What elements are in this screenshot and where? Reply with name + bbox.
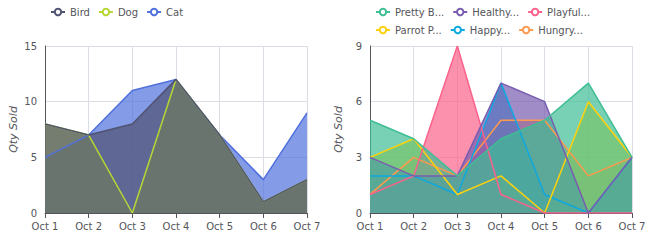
svg-text:Oct 1: Oct 1: [357, 221, 384, 232]
svg-text:Pretty B...: Pretty B...: [395, 7, 444, 18]
svg-text:15: 15: [24, 41, 37, 52]
svg-text:Happy...: Happy...: [470, 25, 510, 36]
svg-text:Oct 7: Oct 7: [619, 221, 646, 232]
svg-text:Qty Sold: Qty Sold: [332, 105, 345, 153]
svg-text:Oct 6: Oct 6: [575, 221, 602, 232]
svg-text:Oct 5: Oct 5: [206, 221, 233, 232]
svg-text:Oct 6: Oct 6: [250, 221, 277, 232]
svg-text:Oct 4: Oct 4: [163, 221, 190, 232]
svg-text:10: 10: [24, 96, 37, 107]
svg-text:0: 0: [31, 208, 37, 219]
svg-text:Oct 1: Oct 1: [32, 221, 59, 232]
svg-text:Oct 4: Oct 4: [488, 221, 515, 232]
svg-text:0: 0: [356, 208, 362, 219]
svg-text:Parrot P...: Parrot P...: [395, 25, 442, 36]
svg-text:Dog: Dog: [118, 7, 138, 18]
svg-text:Healthy...: Healthy...: [472, 7, 519, 18]
svg-text:Cat: Cat: [166, 7, 183, 18]
svg-text:6: 6: [356, 96, 362, 107]
svg-text:3: 3: [356, 152, 362, 163]
svg-text:5: 5: [31, 152, 37, 163]
svg-text:9: 9: [356, 41, 362, 52]
svg-text:Playful...: Playful...: [547, 7, 590, 18]
svg-text:Oct 5: Oct 5: [531, 221, 558, 232]
svg-text:Oct 2: Oct 2: [400, 221, 427, 232]
svg-text:Bird: Bird: [70, 7, 90, 18]
svg-text:Qty Sold: Qty Sold: [7, 105, 20, 153]
svg-text:Hungry...: Hungry...: [538, 25, 583, 36]
svg-text:Oct 2: Oct 2: [75, 221, 102, 232]
svg-text:Oct 3: Oct 3: [119, 221, 146, 232]
svg-text:Oct 3: Oct 3: [444, 221, 471, 232]
svg-text:Oct 7: Oct 7: [294, 221, 321, 232]
